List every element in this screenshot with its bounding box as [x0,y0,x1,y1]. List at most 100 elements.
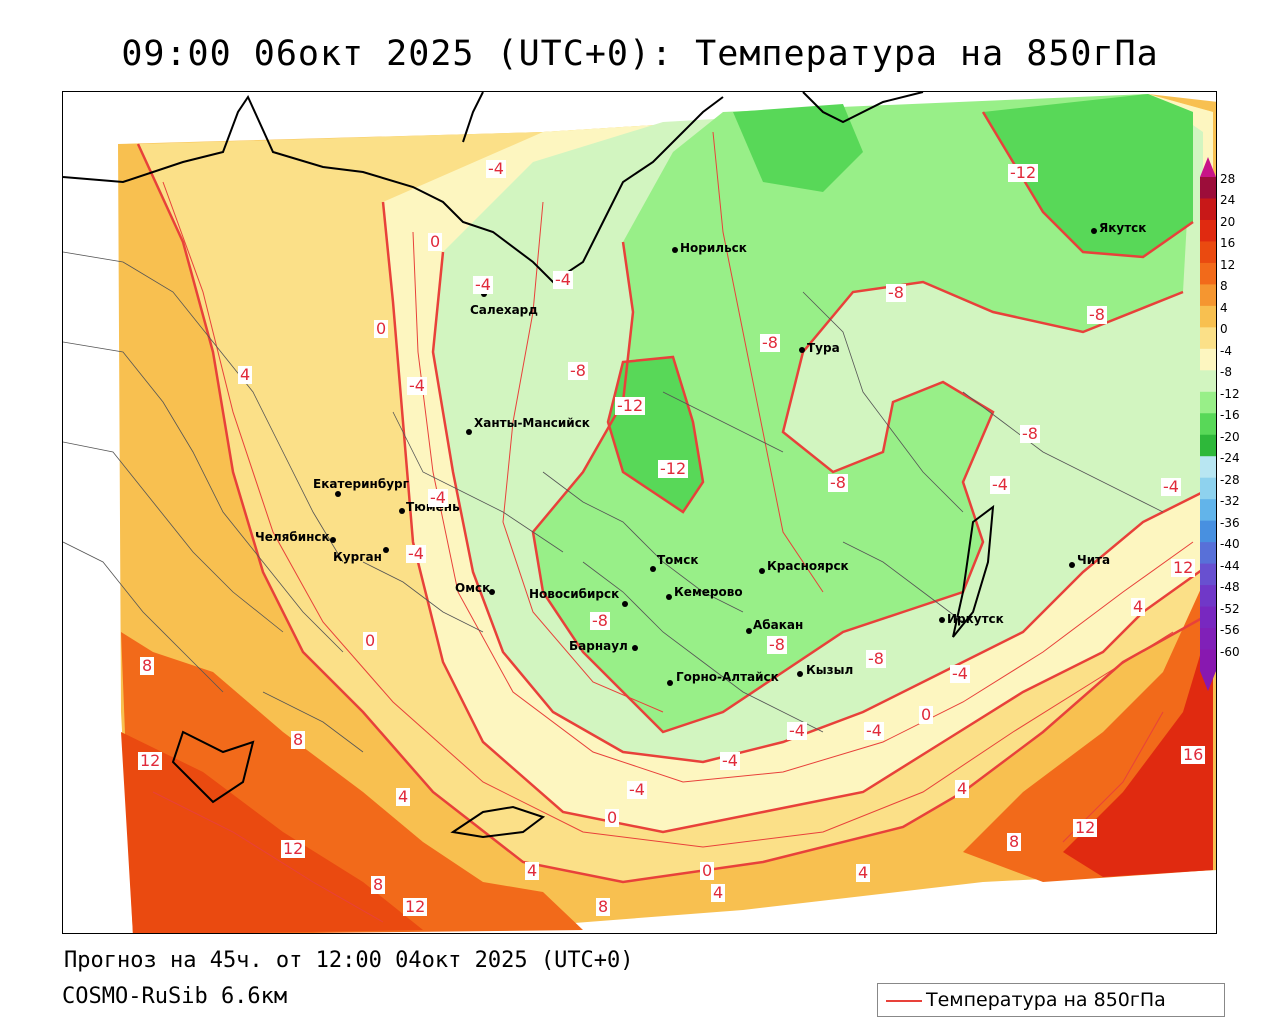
city-dot [799,347,805,353]
colorbar-tick-label: 8 [1220,279,1228,294]
city-tomsk: Томск [657,553,699,567]
isotherm-label: -12 [658,459,689,478]
isotherm-label: 12 [281,839,306,858]
isotherm-label: 4 [1131,597,1146,616]
isotherm-label: 16 [1181,745,1206,764]
colorbar-band [1200,477,1216,500]
colorbar-tick-label: -36 [1220,515,1240,530]
isotherm-label: -4 [1161,477,1181,496]
city-dot [797,671,803,677]
city-dot [650,566,656,572]
colorbar-tick-label: -52 [1220,601,1240,616]
isotherm-label: 4 [238,365,253,384]
city-dot [489,589,495,595]
colorbar-band [1200,241,1216,264]
colorbar-max-arrow [1200,157,1216,177]
legend-label: Температура на 850гПа [926,989,1166,1011]
isotherm-label: 8 [596,897,611,916]
isotherm-label: -4 [787,721,807,740]
isotherm-label: -4 [864,721,884,740]
city-omsk: Омск [455,581,491,595]
isotherm-label: 4 [396,787,411,806]
colorbar-tick-label: -8 [1220,365,1232,380]
city-krasnoyarsk: Красноярск [767,559,849,573]
zone-m16-m12-c [733,104,863,192]
isotherm-label: 8 [291,730,306,749]
isotherm-label: 12 [403,897,428,916]
colorbar-tick-label: -32 [1220,494,1240,509]
isotherm-label: 4 [711,883,726,902]
colorbar-tick-label: 0 [1220,322,1228,337]
colorbar-tick-label: 12 [1220,257,1236,272]
colorbar-band [1200,413,1216,436]
isotherm-label: 8 [371,875,386,894]
temperature-map [63,92,1216,933]
colorbar-tick-label: -12 [1220,386,1240,401]
city-dot [335,491,341,497]
colorbar-tick-label: -60 [1220,644,1240,659]
city-barnaul: Барнаул [569,639,628,653]
colorbar-tick-label: 28 [1220,172,1236,186]
isotherm-label: -8 [866,649,886,668]
map-panel[interactable] [62,91,1217,934]
city-dot [759,568,765,574]
city-dot [1069,562,1075,568]
isotherm-label: -8 [767,635,787,654]
isotherm-label: 0 [374,319,389,338]
isotherm-label: -4 [428,488,448,507]
colorbar-band [1200,305,1216,328]
colorbar-tick-label: 4 [1220,300,1228,315]
isotherm-label: -8 [828,473,848,492]
colorbar-band [1200,585,1216,608]
city-irkutsk: Иркутск [947,612,1004,626]
isotherm-label: 0 [605,808,620,827]
city-dot [383,547,389,553]
isotherm-label: -4 [950,664,970,683]
legend-box: Температура на 850гПа [877,983,1225,1017]
city-kurgan: Курган [333,550,382,564]
colorbar-tick-label: 20 [1220,214,1236,229]
city-dot [632,645,638,651]
city-tura: Тура [807,341,840,355]
city-novosibirsk: Новосибирск [529,587,620,601]
city-khanty-mansiysk: Ханты-Мансийск [474,416,590,430]
city-dot [667,680,673,686]
zone-12-16-east [1063,612,1213,877]
city-dot [466,429,472,435]
city-ekaterinburg: Екатеринбург [313,477,409,491]
city-yakutsk: Якутск [1099,221,1147,235]
city-dot [622,601,628,607]
isotherm-label: 12 [1073,818,1098,837]
city-dot [746,628,752,634]
colorbar-tick-label: -20 [1220,429,1240,444]
colorbar-band [1200,262,1216,285]
colorbar-tick-label: 24 [1220,193,1236,208]
map-title: 09:00 06окт 2025 (UTC+0): Температура на… [121,34,1159,74]
city-dot [672,247,678,253]
isotherm-label: -4 [486,159,506,178]
colorbar-tick-label: -16 [1220,408,1240,423]
isotherm-label: -8 [1087,305,1107,324]
isotherm-label: -4 [990,475,1010,494]
isotherm-label: 0 [700,861,715,880]
colorbar-band [1200,649,1216,672]
isotherm-label: 8 [140,656,155,675]
colorbar-band [1200,520,1216,543]
isotherm-label: -4 [407,376,427,395]
isotherm-label: 4 [856,863,871,882]
isotherm-label: 0 [363,631,378,650]
colorbar-band [1200,177,1216,199]
city-abakan: Абакан [753,618,804,632]
isotherm-label: 8 [1007,832,1022,851]
colorbar-tick-label: -24 [1220,451,1240,466]
colorbar-band [1200,456,1216,479]
model-info: COSMO-RuSib 6.6км [62,984,288,1009]
colorbar-tick-label: -44 [1220,558,1240,573]
colorbar-band [1200,198,1216,221]
colorbar-tick-label: -40 [1220,537,1240,552]
city-dot [939,617,945,623]
colorbar-tick-label: -28 [1220,472,1240,487]
zone-12-16-west [121,732,423,933]
isotherm-label: -8 [590,611,610,630]
city-dot [399,508,405,514]
